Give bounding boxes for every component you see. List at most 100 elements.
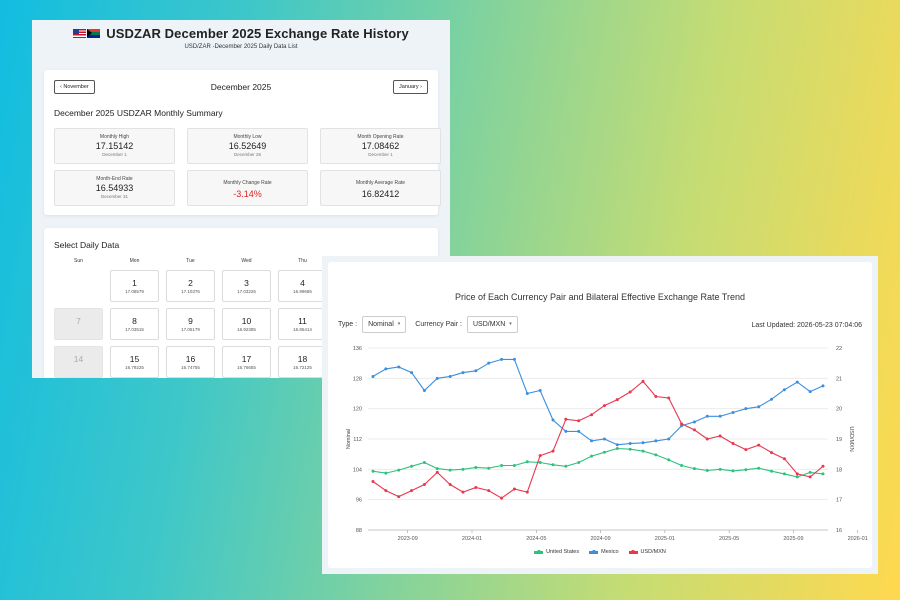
data-point <box>821 384 825 388</box>
prev-month-label: November <box>63 84 89 90</box>
next-month-button[interactable]: January › <box>393 80 428 94</box>
data-point <box>705 468 709 472</box>
data-point <box>615 398 619 402</box>
calendar-day[interactable]: 16 16.74755 <box>166 346 215 378</box>
data-point <box>422 483 426 486</box>
data-point <box>641 449 645 453</box>
y-tick-label: 88 <box>356 528 362 534</box>
chevron-down-icon: ▾ <box>509 321 512 327</box>
calendar-day[interactable]: 3 17.03226 <box>222 270 271 302</box>
day-rate: 16.72125 <box>293 365 312 370</box>
data-point <box>371 479 375 483</box>
x-tick-label: 2025-09 <box>783 536 803 542</box>
data-point <box>808 390 812 394</box>
data-point <box>692 420 696 424</box>
calendar-day[interactable]: 1 17.08579 <box>110 270 159 302</box>
type-select[interactable]: Nominal ▾ <box>362 316 407 333</box>
data-point <box>782 388 786 392</box>
calendar-day[interactable]: 18 16.72125 <box>278 346 327 378</box>
data-point <box>487 361 491 365</box>
data-point <box>577 419 581 423</box>
day-number: 16 <box>185 354 196 364</box>
legend-item[interactable]: USD/MXN <box>628 549 666 555</box>
data-point <box>770 451 774 455</box>
data-point <box>422 461 426 465</box>
calendar-day[interactable]: 11 16.85414 <box>278 308 327 340</box>
data-point <box>461 467 465 471</box>
data-point <box>590 413 594 417</box>
data-point <box>692 428 696 432</box>
page-title: USDZAR December 2025 Exchange Rate Histo… <box>106 26 409 41</box>
day-rate: 16.76655 <box>237 365 256 370</box>
data-point <box>705 437 709 441</box>
prev-month-button[interactable]: ‹ November <box>54 80 95 94</box>
stat-value: 16.54933 <box>95 183 134 193</box>
data-point <box>680 422 684 426</box>
stat-monthly-low: Monthly Low 16.52649 December 26 <box>187 128 308 164</box>
stat-opening-rate: Month Opening Rate 17.08462 December 1 <box>320 128 441 164</box>
y2-tick-label: 18 <box>836 467 842 473</box>
legend-item[interactable]: United States <box>534 549 579 555</box>
stat-average-rate: Monthly Average Rate 16.82412 <box>320 170 441 206</box>
data-point <box>397 495 401 499</box>
y2-tick-label: 16 <box>836 528 842 534</box>
legend-label: Mexico <box>601 549 619 555</box>
data-point <box>551 418 555 422</box>
data-point <box>474 486 478 490</box>
stat-monthly-high: Monthly High 17.15142 December 1 <box>54 128 175 164</box>
calendar-day[interactable]: 2 17.10376 <box>166 270 215 302</box>
data-point <box>525 392 529 395</box>
data-point <box>538 454 542 458</box>
data-point <box>770 469 774 473</box>
data-point <box>448 374 452 378</box>
data-point <box>590 454 594 458</box>
data-point <box>384 489 388 493</box>
data-point <box>551 463 555 467</box>
stat-label: Month-End Rate <box>96 176 133 182</box>
trend-chart-window: Price of Each Currency Pair and Bilatera… <box>322 256 878 574</box>
y2-tick-label: 22 <box>836 346 842 352</box>
data-point <box>474 369 478 373</box>
calendar-day[interactable]: 10 16.92385 <box>222 308 271 340</box>
current-month: December 2025 <box>210 82 272 92</box>
last-updated: Last Updated: 2026-05-23 07:04:06 <box>751 322 862 329</box>
data-point <box>448 468 452 472</box>
flags-icon <box>73 29 101 38</box>
pair-value: USD/MXN <box>472 321 506 328</box>
data-point <box>615 443 619 447</box>
data-point <box>731 469 735 473</box>
x-tick-label: 2026-01 <box>848 536 868 542</box>
day-number: 4 <box>300 278 305 288</box>
stat-end-rate: Month-End Rate 16.54933 December 31 <box>54 170 175 206</box>
stat-date: December 26 <box>233 152 261 157</box>
y-tick-label: 104 <box>353 467 362 473</box>
day-number: 7 <box>76 316 81 326</box>
day-number: 15 <box>129 354 140 364</box>
day-rate: 17.05179 <box>181 327 200 332</box>
data-point <box>461 371 465 375</box>
day-rate: 17.03515 <box>125 327 144 332</box>
data-point <box>628 442 632 446</box>
chart-controls: Type : Nominal ▾ Currency Pair : USD/MXN… <box>338 316 518 333</box>
data-point <box>602 404 606 408</box>
calendar-day[interactable]: 4 16.99685 <box>278 270 327 302</box>
calendar-day[interactable]: 17 16.76655 <box>222 346 271 378</box>
currency-pair-select[interactable]: USD/MXN ▾ <box>466 316 518 333</box>
data-point <box>692 467 696 471</box>
calendar-day[interactable]: 8 17.03515 <box>110 308 159 340</box>
calendar-day[interactable]: 9 17.05179 <box>166 308 215 340</box>
page-header: USDZAR December 2025 Exchange Rate Histo… <box>32 20 450 70</box>
calendar-day[interactable]: 15 16.79225 <box>110 346 159 378</box>
data-point <box>641 441 645 445</box>
day-rate: 16.79225 <box>125 365 144 370</box>
exchange-history-window: USDZAR December 2025 Exchange Rate Histo… <box>32 20 450 378</box>
data-point <box>410 464 414 468</box>
y-tick-label: 96 <box>356 498 362 504</box>
data-point <box>422 388 426 392</box>
data-point <box>667 396 671 400</box>
legend-item[interactable]: Mexico <box>589 549 619 555</box>
data-point <box>744 448 748 452</box>
page-subtitle: USD/ZAR -December 2025 Daily Data List <box>184 44 298 50</box>
data-point <box>718 434 722 438</box>
next-month-label: January <box>399 84 419 90</box>
